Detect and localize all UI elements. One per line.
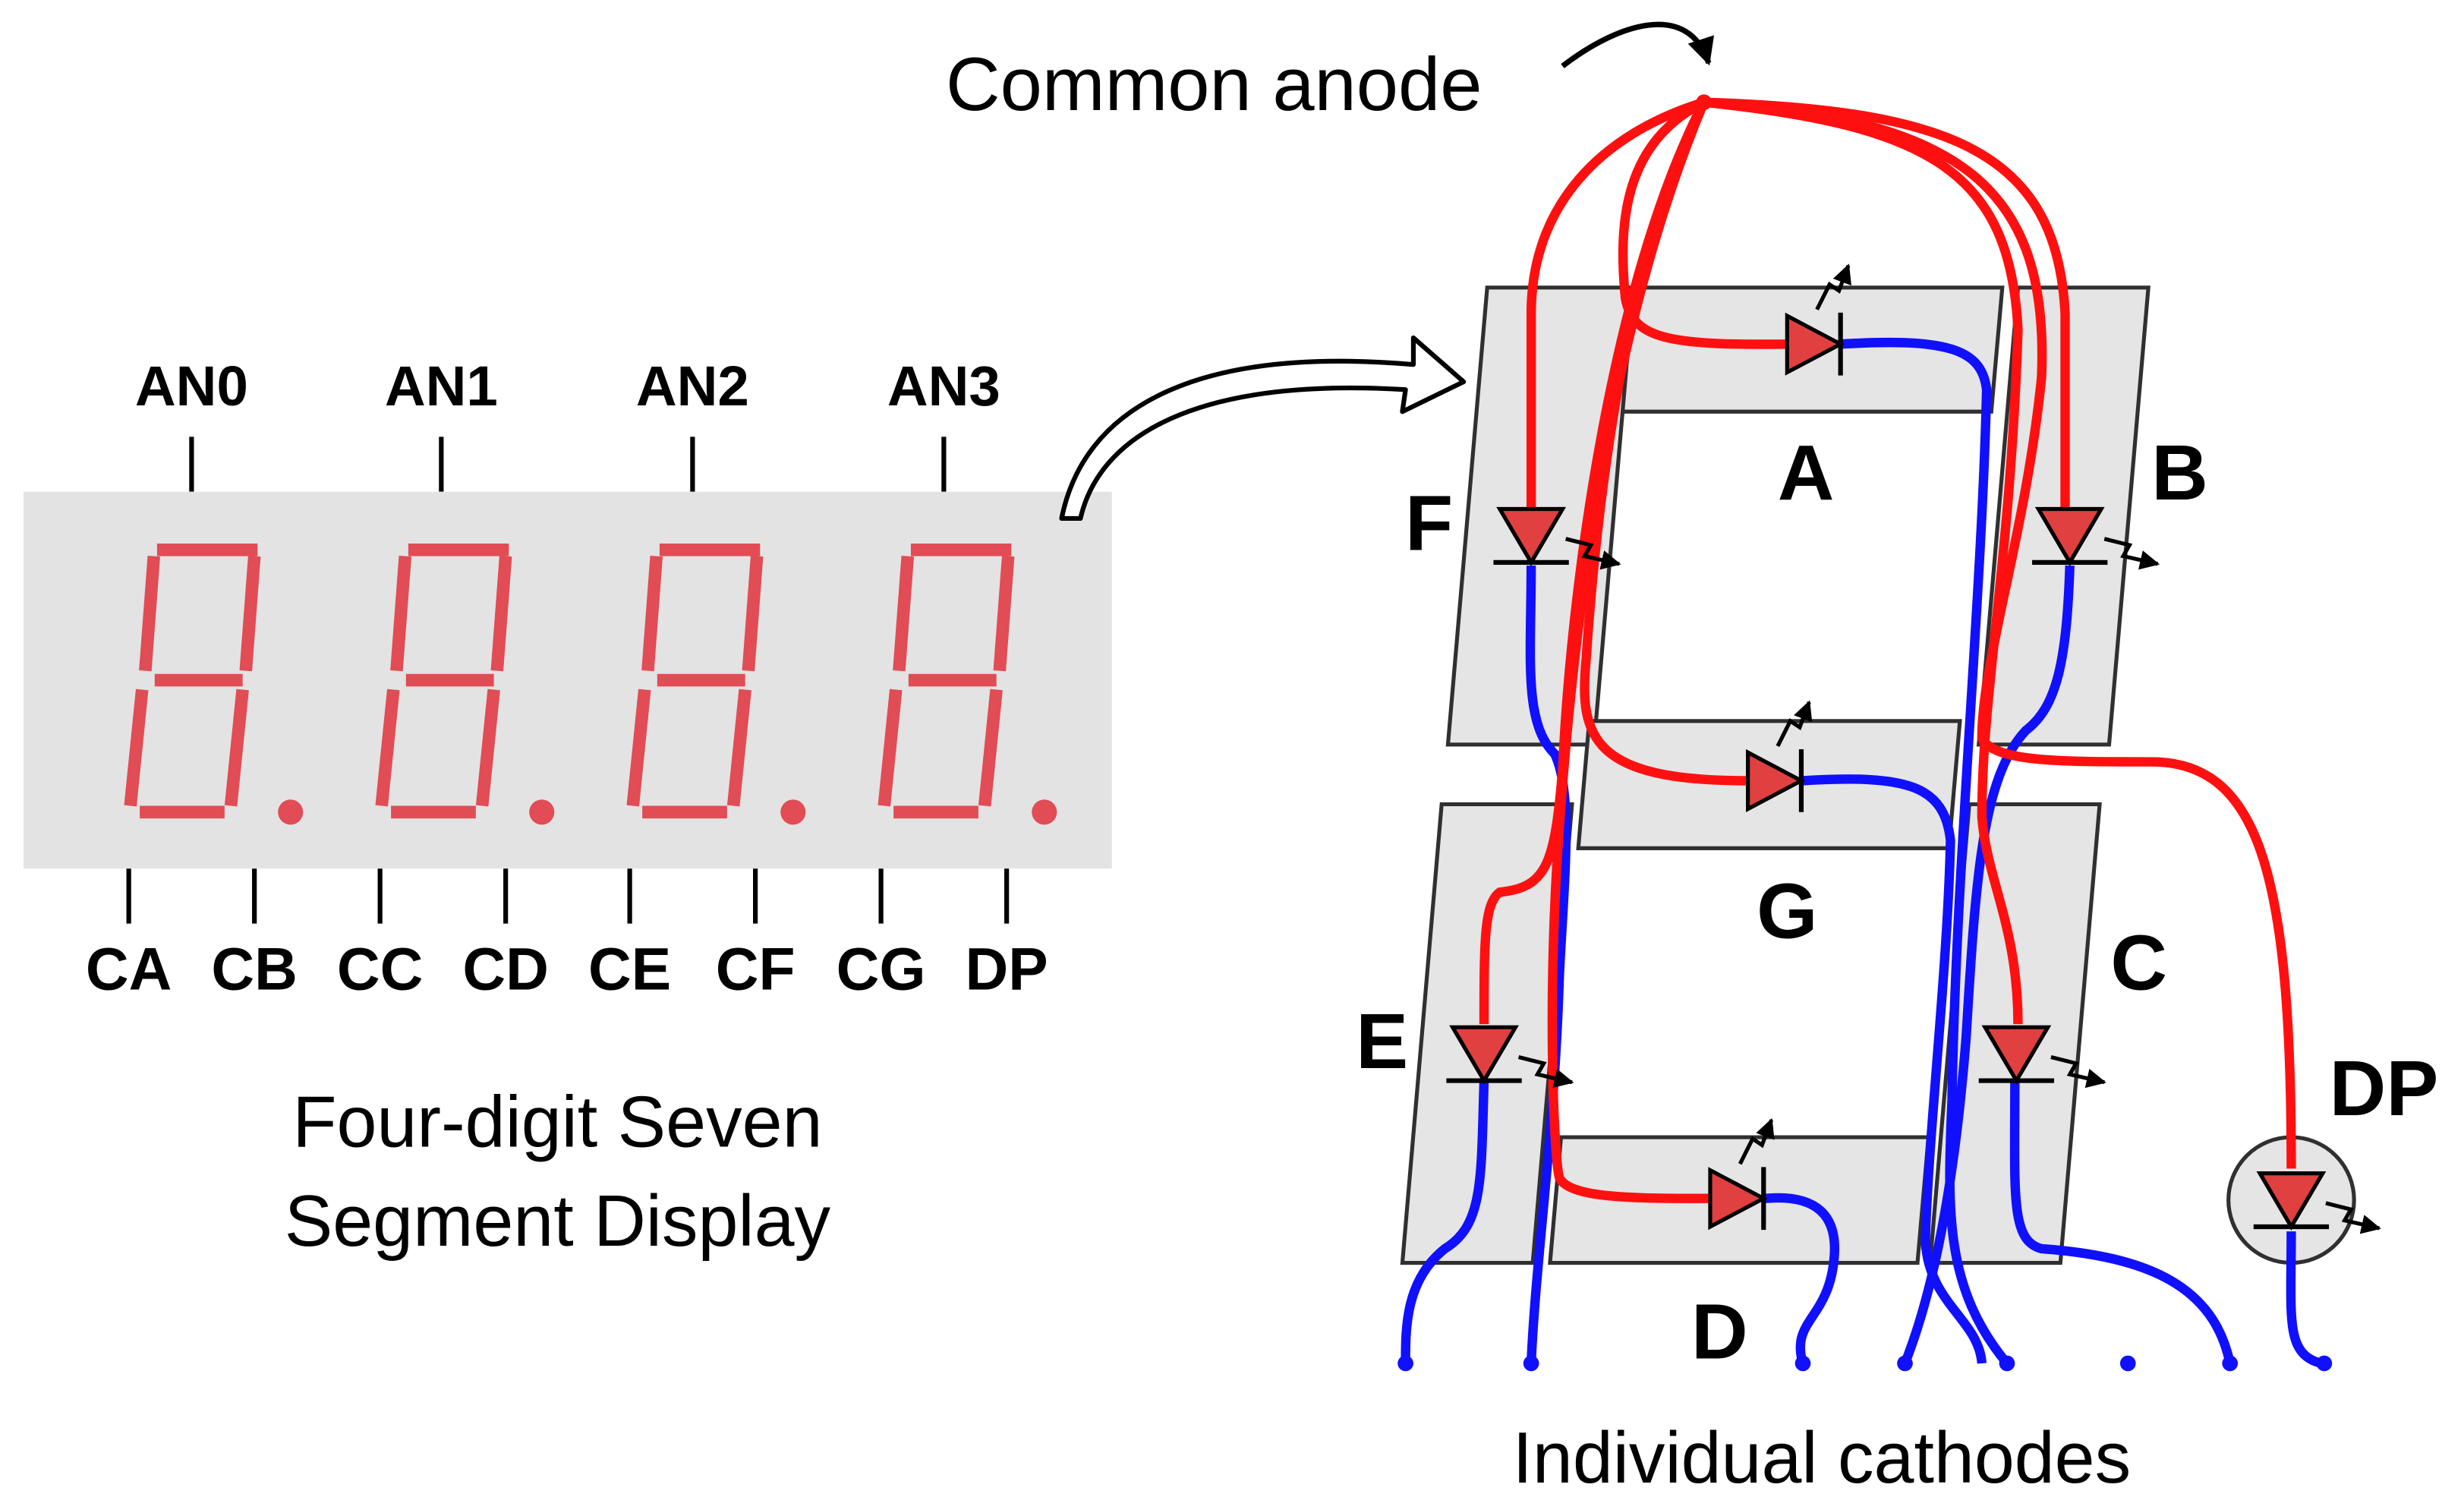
- anode-pointer-arrow-icon: [1561, 21, 1714, 68]
- led-c-icon: [1978, 1025, 2106, 1089]
- cathode-pins: [126, 868, 1010, 924]
- anode-label-an2: AN2: [636, 355, 749, 418]
- segment-label-g: G: [1757, 866, 1817, 954]
- cathodes-caption: Individual cathodes: [1513, 1418, 2132, 1497]
- led-d-icon: [1708, 1117, 1775, 1231]
- led-symbols: [1446, 263, 2381, 1234]
- digit-0-segment-f: [139, 555, 160, 672]
- digit-3-decimal-point: [1032, 799, 1057, 825]
- cathode-wires: [1401, 337, 2323, 1368]
- segment-label-b: B: [2151, 428, 2208, 516]
- cathode-terminal: [1897, 1355, 1913, 1372]
- cathode-label-cg: CG: [837, 936, 926, 1003]
- digit-2-segment-c: [726, 689, 751, 807]
- digit-3-segment-e: [878, 689, 903, 807]
- digit-0-decimal-point: [278, 799, 304, 825]
- cathode-terminal: [2119, 1355, 2136, 1372]
- led-b-icon: [2032, 506, 2160, 570]
- digit-1-segment-b: [490, 555, 512, 672]
- module-caption-line1: Four-digit Seven: [292, 1082, 822, 1162]
- cathode-terminal: [1794, 1355, 1811, 1372]
- cathode-terminal: [1999, 1355, 2015, 1372]
- led-g-icon: [1746, 700, 1813, 812]
- segment-schematic: Common anode A B C D E F G DP Individual…: [946, 21, 2439, 1497]
- anode-label-an0: AN0: [135, 355, 248, 418]
- led-f-icon: [1493, 506, 1621, 570]
- segment-label-a: A: [1778, 428, 1835, 516]
- digit-3-segment-c: [978, 689, 1003, 807]
- digit-2-segment-e: [626, 689, 651, 807]
- four-digit-display-module: AN0 AN1 AN2 AN3 CA CB CC CD CE CF CG DP …: [24, 355, 1112, 1262]
- anode-pins: [189, 436, 947, 492]
- common-anode-label: Common anode: [946, 43, 1482, 127]
- segment-label-e: E: [1356, 997, 1408, 1085]
- led-dp-icon: [2253, 1171, 2381, 1234]
- cathode-terminal: [1523, 1355, 1539, 1372]
- segment-label-c: C: [2110, 919, 2167, 1007]
- cathode-label-cc: CC: [337, 936, 424, 1003]
- segment-label-d: D: [1691, 1287, 1748, 1376]
- digit-3-segment-f: [893, 555, 915, 672]
- digit-1-segment-f: [390, 555, 412, 672]
- led-a-icon: [1785, 263, 1851, 376]
- module-caption-line2: Segment Display: [285, 1181, 831, 1262]
- cathode-label-dp: DP: [966, 936, 1048, 1003]
- common-anode-node: [1696, 94, 1713, 111]
- digit-1-decimal-point: [529, 799, 555, 825]
- digit-2-segment-b: [742, 555, 764, 672]
- digit-segments: [124, 544, 1057, 825]
- digit-2-segment-f: [641, 555, 663, 672]
- digit-3-segment-b: [993, 555, 1015, 672]
- digit-0-segment-c: [224, 689, 249, 807]
- cathode-terminal: [2316, 1355, 2333, 1372]
- cathode-label-cf: CF: [716, 936, 796, 1003]
- led-e-icon: [1446, 1025, 1574, 1089]
- cathode-label-cb: CB: [211, 936, 298, 1003]
- cathode-terminal: [2222, 1355, 2239, 1372]
- cathode-label-ce: CE: [588, 936, 671, 1003]
- cathode-terminal: [1397, 1355, 1413, 1372]
- zoom-arrow-icon: [1059, 335, 1467, 522]
- digit-2-decimal-point: [780, 799, 806, 825]
- anode-label-an3: AN3: [887, 355, 1000, 418]
- cathode-label-ca: CA: [86, 936, 172, 1003]
- digit-0-segment-e: [124, 689, 149, 807]
- cathode-label-cd: CD: [462, 936, 549, 1003]
- segment-label-dp: DP: [2330, 1044, 2439, 1132]
- anode-wires: [1479, 97, 2296, 1203]
- digit-0-segment-b: [239, 555, 261, 672]
- digit-1-segment-e: [375, 689, 400, 807]
- cathode-terminals: [1397, 1355, 2333, 1372]
- anode-label-an1: AN1: [385, 355, 498, 418]
- digit-1-segment-c: [475, 689, 500, 807]
- segment-label-f: F: [1405, 478, 1453, 566]
